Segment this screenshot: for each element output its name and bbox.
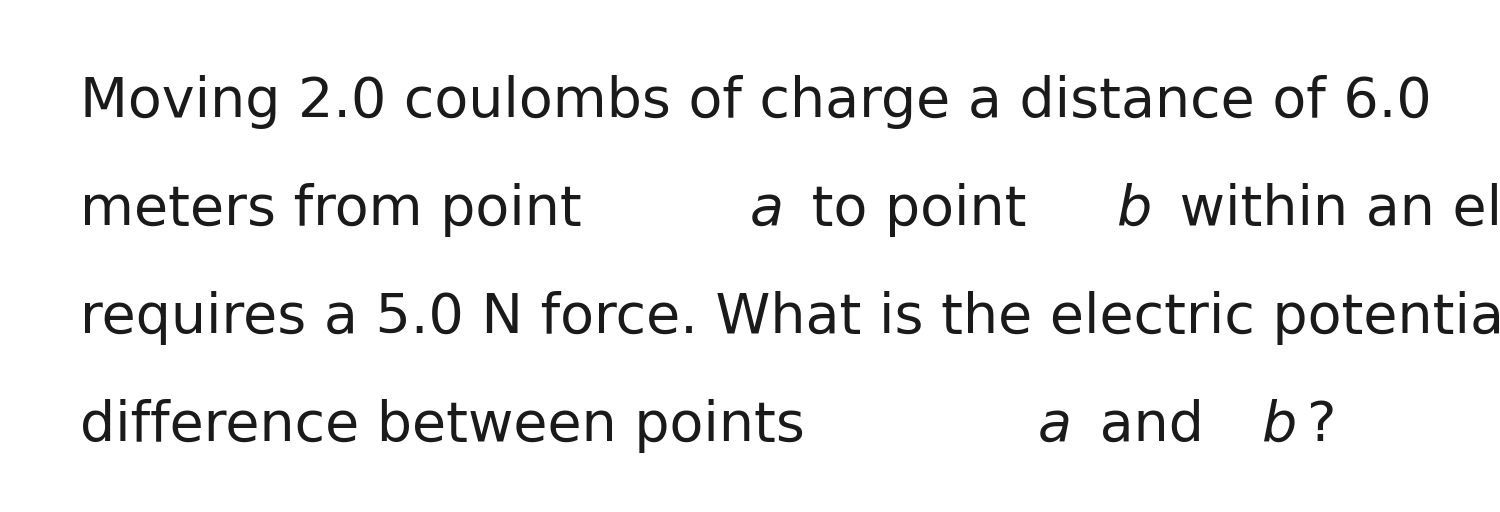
Text: b: b — [1262, 399, 1298, 452]
Text: a: a — [1038, 399, 1072, 452]
Text: a: a — [750, 183, 784, 236]
Text: requires a 5.0 N force. What is the electric potential: requires a 5.0 N force. What is the elec… — [80, 291, 1500, 345]
Text: and: and — [1082, 399, 1221, 453]
Text: difference between points: difference between points — [80, 399, 822, 453]
Text: b: b — [1118, 183, 1152, 236]
Text: Moving 2.0 coulombs of charge a distance of 6.0: Moving 2.0 coulombs of charge a distance… — [80, 75, 1431, 129]
Text: to point: to point — [794, 183, 1044, 237]
Text: meters from point: meters from point — [80, 183, 600, 237]
Text: within an electric field: within an electric field — [1162, 183, 1500, 237]
Text: ?: ? — [1308, 399, 1336, 453]
